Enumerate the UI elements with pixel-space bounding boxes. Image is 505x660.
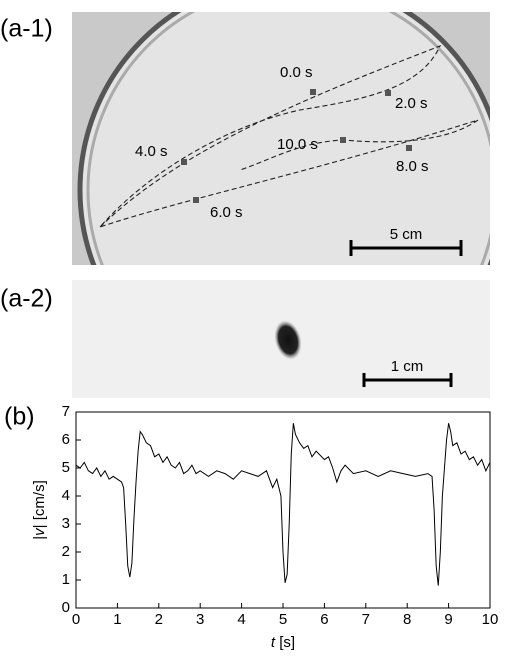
x-tick-label: 2 bbox=[155, 611, 163, 628]
x-axis-label: t [s] bbox=[271, 634, 295, 651]
x-tick-label: 10 bbox=[482, 611, 499, 628]
x-tick-label: 4 bbox=[237, 611, 245, 628]
time-label: 0.0 s bbox=[280, 64, 313, 81]
x-tick-label: 3 bbox=[196, 611, 204, 628]
time-label: 6.0 s bbox=[210, 204, 243, 221]
particle bbox=[274, 320, 302, 360]
data-line bbox=[75, 423, 491, 586]
time-label: 2.0 s bbox=[395, 95, 428, 112]
x-tick-label: 1 bbox=[113, 611, 121, 628]
y-tick-label: 0 bbox=[62, 599, 70, 616]
x-axis-label-part: [s] bbox=[275, 634, 295, 651]
y-axis-label-part: v bbox=[31, 527, 48, 536]
x-tick-label: 5 bbox=[279, 611, 287, 628]
y-tick-label: 2 bbox=[62, 543, 70, 560]
y-tick-label: 3 bbox=[62, 515, 70, 532]
y-tick-label: 6 bbox=[62, 431, 70, 448]
y-axis-label-part: | [cm/s] bbox=[31, 480, 48, 528]
x-tick-label: 9 bbox=[444, 611, 452, 628]
panel-label: (b) bbox=[4, 403, 35, 431]
time-label: 10.0 s bbox=[277, 136, 318, 153]
scale-bar-label: 5 cm bbox=[390, 226, 423, 243]
y-tick-label: 7 bbox=[62, 403, 70, 420]
y-axis-label: |v| [cm/s] bbox=[31, 480, 48, 539]
chart: 0 1 2 3 4 5 6 7 8 9 10 0 1 2 3 4 5 6 7 t [s] |v| [cm/s] bbox=[31, 403, 498, 651]
panel-label: (a-2) bbox=[0, 285, 53, 313]
panel-label: (a-1) bbox=[0, 15, 53, 43]
scale-bar-label: 1 cm bbox=[391, 358, 424, 375]
plot-frame bbox=[75, 411, 491, 609]
time-label: 8.0 s bbox=[396, 158, 429, 175]
x-tick-label: 7 bbox=[362, 611, 370, 628]
y-tick-label: 1 bbox=[62, 571, 70, 588]
x-axis-label-part: t bbox=[271, 634, 276, 651]
time-label: 4.0 s bbox=[135, 143, 168, 160]
scale-bar bbox=[362, 373, 453, 387]
y-tick-label: 4 bbox=[62, 487, 70, 504]
scale-bar bbox=[349, 240, 463, 256]
photo-a1 bbox=[72, 12, 490, 265]
x-tick-label: 0 bbox=[72, 611, 80, 628]
x-tick-label: 6 bbox=[320, 611, 328, 628]
y-tick-label: 5 bbox=[62, 459, 70, 476]
y-axis-label-part: | bbox=[31, 536, 48, 540]
x-tick-label: 8 bbox=[403, 611, 411, 628]
